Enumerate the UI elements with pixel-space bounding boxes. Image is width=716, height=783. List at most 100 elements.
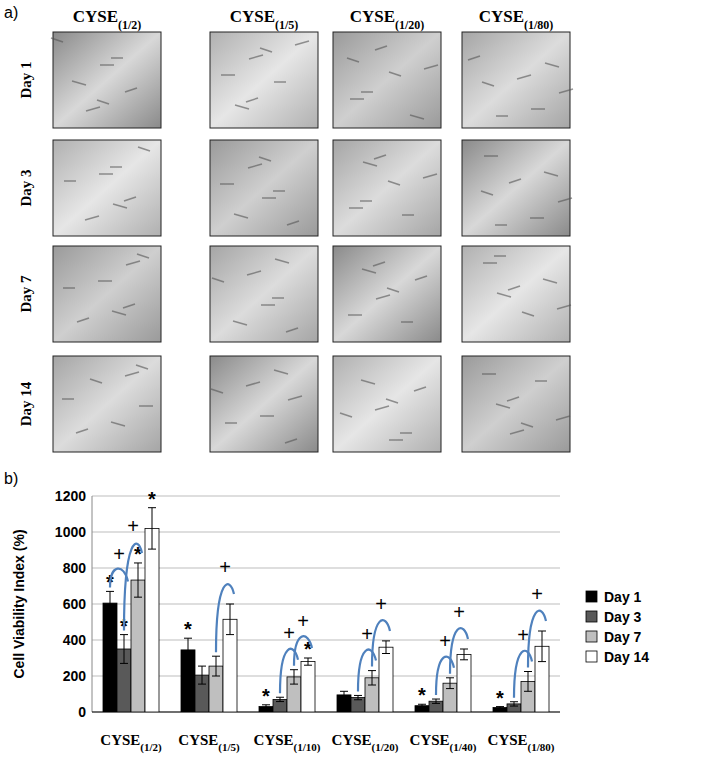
x-tick-label: CYSE(1/40)	[410, 732, 477, 754]
cell-texture	[125, 88, 137, 92]
error-cap	[354, 695, 362, 696]
cell-texture	[111, 422, 125, 426]
bar	[301, 662, 315, 712]
micrograph	[462, 140, 570, 236]
panel-label: b)	[4, 470, 18, 487]
significance-star: *	[134, 543, 142, 565]
cell-texture	[287, 221, 299, 225]
cell-texture	[72, 81, 86, 85]
error-cap	[340, 691, 348, 692]
micrograph	[462, 246, 570, 342]
cell-texture	[389, 72, 401, 76]
cell-texture	[225, 422, 237, 424]
error-cap	[418, 707, 426, 708]
error-cap	[368, 670, 376, 671]
error-stem	[138, 563, 139, 597]
error-bar	[382, 641, 390, 654]
cell-texture	[484, 155, 498, 157]
x-tick-label: CYSE(1/20)	[332, 732, 399, 754]
column-header: CYSE(1/5)	[230, 7, 299, 32]
error-bar	[340, 691, 348, 698]
error-cap	[368, 685, 376, 686]
comparison-arc	[450, 628, 468, 674]
y-tick-label: 200	[63, 668, 87, 684]
error-stem	[110, 591, 111, 614]
cell-texture	[275, 259, 289, 263]
comparison-arc	[528, 611, 546, 668]
error-stem	[280, 697, 281, 701]
cell-texture	[494, 255, 506, 257]
label-subscript: (1/40)	[450, 741, 477, 754]
error-cap	[538, 661, 546, 662]
x-tick-label: CYSE(1/10)	[254, 732, 321, 754]
error-bar	[106, 591, 114, 614]
comparison-plus: +	[531, 583, 543, 605]
error-cap	[340, 698, 348, 699]
cell-texture	[362, 269, 376, 273]
micrograph	[462, 32, 570, 128]
bar	[415, 706, 429, 712]
cell-texture	[374, 155, 386, 159]
cell-texture	[285, 439, 297, 443]
label-main: CYSE	[488, 732, 528, 748]
error-bar	[446, 678, 454, 689]
cell-texture	[86, 107, 100, 111]
comparison-plus: +	[361, 623, 373, 645]
label-subscript: (1/80)	[524, 18, 553, 32]
grid-line	[92, 568, 560, 569]
error-bar	[148, 508, 156, 549]
error-cap	[212, 676, 220, 677]
error-cap	[382, 640, 390, 641]
cell-texture	[373, 262, 385, 266]
significance-star: *	[262, 685, 270, 707]
cell-texture	[51, 38, 63, 42]
cell-texture	[375, 406, 389, 410]
cell-texture	[77, 318, 89, 322]
x-tick-label: CYSE(1/2)	[100, 732, 162, 754]
error-cap	[446, 677, 454, 678]
cell-texture	[496, 404, 510, 408]
label-main: CYSE	[100, 732, 140, 748]
label-subscript: (1/20)	[372, 741, 399, 754]
column-header: CYSE(1/20)	[350, 7, 425, 32]
grid-line	[92, 712, 560, 713]
error-stem	[358, 695, 359, 699]
cell-texture	[360, 200, 372, 202]
legend-label: Day 7	[604, 629, 642, 645]
y-axis-title: Cell Viability Index (%)	[11, 529, 27, 678]
grid-line	[92, 604, 560, 605]
error-bar	[276, 697, 284, 701]
cell-texture	[415, 276, 427, 280]
significance-star: *	[184, 618, 192, 640]
cell-texture	[76, 429, 88, 433]
error-bar	[184, 638, 192, 661]
comparison-plus: +	[219, 556, 231, 578]
cell-texture	[375, 46, 387, 50]
y-tick-label: 1200	[55, 488, 86, 504]
label-main: CYSE	[332, 732, 372, 748]
cell-texture	[349, 207, 363, 209]
cell-texture	[468, 56, 480, 60]
error-bar	[198, 666, 206, 684]
cell-texture	[85, 216, 99, 220]
error-cap	[184, 661, 192, 662]
cell-texture	[481, 191, 493, 195]
bar	[351, 698, 365, 712]
error-cap	[354, 699, 362, 700]
cell-texture	[363, 162, 377, 166]
comparison-arc	[124, 544, 142, 631]
comparison-arc	[372, 620, 390, 666]
y-tick-label: 800	[63, 560, 87, 576]
legend-swatch	[586, 611, 597, 622]
cell-texture	[136, 365, 148, 369]
panel-label: a)	[4, 4, 18, 21]
error-stem	[542, 631, 543, 662]
error-cap	[510, 706, 518, 707]
cell-texture	[543, 279, 557, 283]
cell-texture	[401, 321, 413, 323]
micrograph	[333, 32, 441, 128]
error-cap	[212, 656, 220, 657]
comparison-arc	[358, 650, 376, 692]
micrograph	[333, 246, 441, 342]
error-bar	[524, 672, 532, 692]
